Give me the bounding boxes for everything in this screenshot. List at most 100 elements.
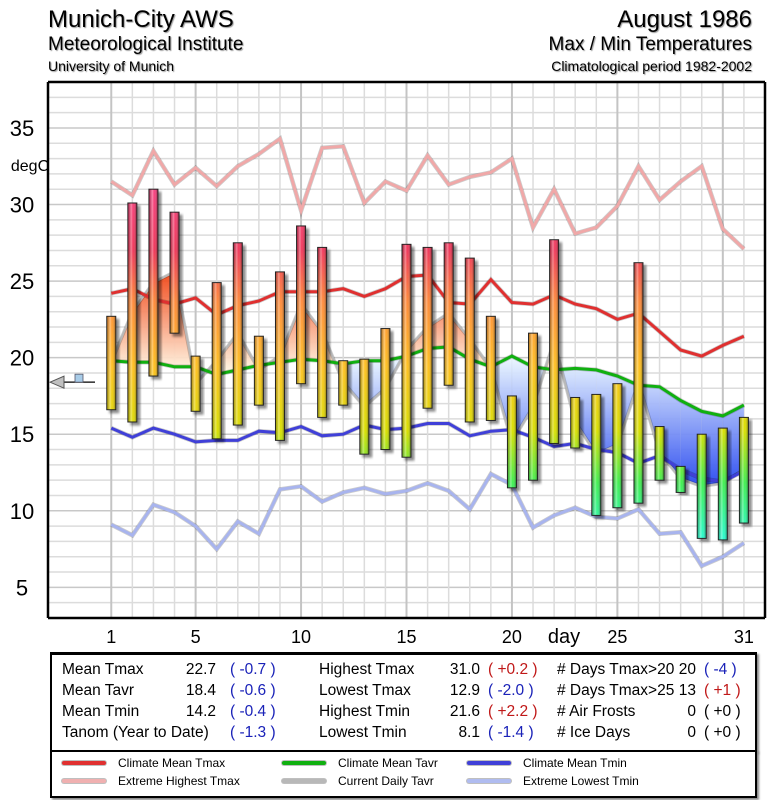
bar-shine <box>465 258 474 422</box>
stat-label: Lowest Tmax <box>319 682 411 699</box>
bar-day-5 <box>190 355 201 412</box>
bar-shine <box>381 329 390 450</box>
cold-anomaly-area <box>511 356 534 442</box>
bar-shine <box>550 240 559 443</box>
daily-bars <box>106 188 749 541</box>
bar-day-24 <box>591 393 602 516</box>
x-tick-label: 31 <box>734 627 754 647</box>
legend-item: Extreme Highest Tmax <box>62 774 240 788</box>
warm-anomaly-area <box>132 282 154 363</box>
legend-swatch <box>467 779 511 783</box>
stat-anomaly: ( -1.3 ) <box>230 724 276 741</box>
x-axis-ticks: 1 5 10 15 20 25 31 <box>106 627 754 647</box>
bar-shine <box>254 336 263 405</box>
bar-day-4 <box>169 211 180 334</box>
bar-shine <box>212 283 221 439</box>
legend-label: Extreme Highest Tmax <box>118 774 240 788</box>
stat-label: Mean Tmax <box>62 661 144 678</box>
year-to-date-marker <box>48 373 95 389</box>
climatological-period: Climatological period 1982-2002 <box>551 58 752 74</box>
bar-day-20 <box>506 395 517 489</box>
x-tick-label: 1 <box>106 627 116 647</box>
cold-anomaly-area <box>575 368 597 455</box>
y-axis-label: degC <box>11 158 49 175</box>
bar-shine <box>507 396 516 488</box>
bar-shine <box>339 361 348 405</box>
legend-label: Extreme Lowest Tmin <box>523 774 639 788</box>
y-tick-label: 25 <box>10 269 34 294</box>
stat-label: Mean Tmin <box>62 703 140 720</box>
stat-value: 18.4 <box>185 682 216 699</box>
bar-shine <box>402 244 411 457</box>
bar-day-10 <box>296 225 307 385</box>
stat-anomaly: ( -1.4 ) <box>488 724 534 741</box>
stat-anomaly: ( +0 ) <box>704 703 741 720</box>
stat-label: Lowest Tmin <box>319 724 407 741</box>
bar-day-25 <box>612 383 623 509</box>
cold-anomaly-area <box>364 360 386 407</box>
y-tick-label: 10 <box>10 499 34 524</box>
marker-arrow <box>48 375 65 389</box>
bar-shine <box>170 212 179 333</box>
stat-value: 0 <box>687 703 696 720</box>
stat-label: # Air Frosts <box>557 703 636 720</box>
bar-day-15 <box>401 243 412 458</box>
stat-value: 20 <box>678 661 696 678</box>
stat-anomaly: ( -0.7 ) <box>230 661 276 678</box>
bar-shine <box>318 247 327 417</box>
stat-anomaly: ( -0.6 ) <box>230 682 276 699</box>
x-tick-label: 15 <box>396 627 416 647</box>
bar-day-27 <box>654 426 665 481</box>
bar-day-8 <box>253 335 264 406</box>
y-tick-label: 15 <box>10 422 34 447</box>
x-tick-label: 10 <box>291 627 311 647</box>
legend-item: Climate Mean Tmax <box>62 756 225 770</box>
bar-day-23 <box>570 396 581 449</box>
bar-day-29 <box>696 433 707 539</box>
bar-day-17 <box>443 242 454 386</box>
x-tick-label: 25 <box>607 627 627 647</box>
bar-day-12 <box>338 360 349 406</box>
warm-anomaly-area <box>216 333 238 375</box>
cold-anomaly-area <box>343 360 365 407</box>
plot-frame <box>46 80 767 620</box>
bar-shine <box>149 189 158 376</box>
bar-day-9 <box>274 271 285 441</box>
bar-shine <box>718 428 727 540</box>
bar-day-18 <box>464 257 475 423</box>
bar-shine <box>233 243 242 425</box>
bar-shine <box>444 243 453 385</box>
stat-anomaly: ( -4 ) <box>704 661 737 678</box>
stat-value: 0 <box>687 724 696 741</box>
bar-day-22 <box>549 239 560 444</box>
legend-label: Climate Mean Tmin <box>523 756 627 770</box>
legend-swatch <box>282 761 326 765</box>
x-tick-label: 5 <box>191 627 201 647</box>
y-tick-label: 30 <box>10 193 34 218</box>
bar-shine <box>128 203 137 422</box>
stat-label: # Days Tmax>20 <box>557 661 675 678</box>
bar-day-1 <box>106 315 117 411</box>
stat-label: Highest Tmin <box>319 703 411 720</box>
stat-value: 31.0 <box>449 661 480 678</box>
stat-anomaly: ( -0.4 ) <box>230 703 276 720</box>
bar-day-16 <box>422 246 433 409</box>
institute-title: Meteorological Institute <box>48 34 244 55</box>
warm-anomaly-area <box>448 313 470 360</box>
stat-value: 12.9 <box>449 682 480 699</box>
chart-subtitle: Max / Min Temperatures <box>548 34 752 55</box>
legend-item: Climate Mean Tmin <box>467 756 627 770</box>
station-title: Munich-City AWS <box>48 6 234 33</box>
warm-anomaly-area <box>153 271 175 367</box>
legend-swatch <box>467 761 511 765</box>
legend-swatch <box>282 779 326 783</box>
bar-shine <box>739 417 748 523</box>
bar-shine <box>571 397 580 448</box>
cold-anomaly-area <box>701 411 723 487</box>
stat-anomaly: ( +2.2 ) <box>488 703 538 720</box>
stat-value: 22.7 <box>185 661 216 678</box>
stat-anomaly: ( +0 ) <box>704 724 741 741</box>
stat-label: # Days Tmax>25 <box>557 682 675 699</box>
bar-day-31 <box>738 416 749 524</box>
